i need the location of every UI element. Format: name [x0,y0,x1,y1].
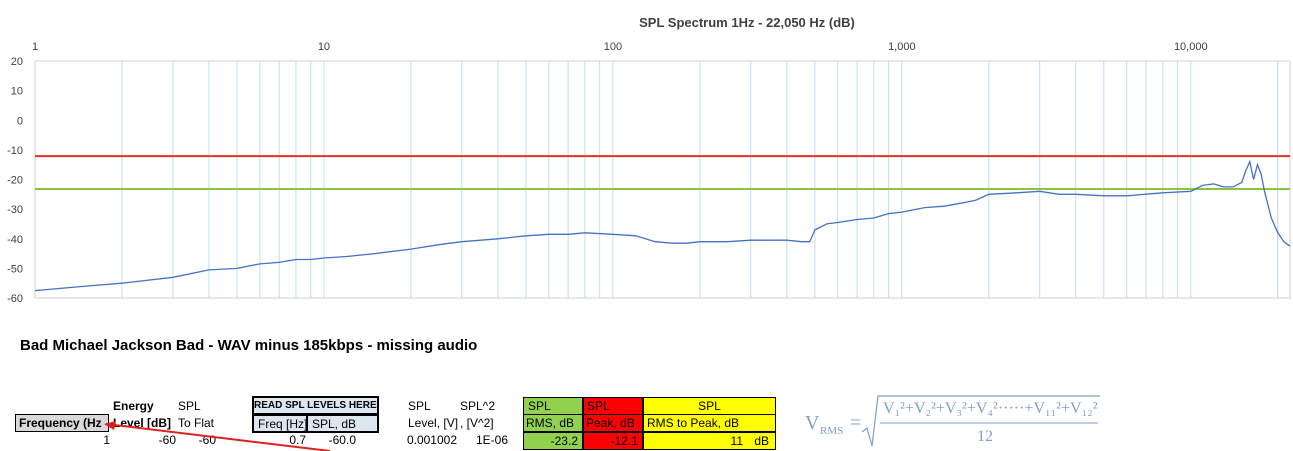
row1-v-squared[interactable]: 1E-06 [475,433,508,447]
x-tick-label: 100 [604,41,622,53]
y-tick-label: -60 [7,293,23,305]
row1-read-freq[interactable]: 0.7 [289,433,306,447]
y-tick-label: -30 [7,204,23,216]
formula-rms: RMS [820,425,844,437]
formula-v: V [805,412,820,434]
x-tick-label: 1 [32,41,38,53]
rms-formula: V RMS = V₁²+V₂²+V₃²+V₄²·····+V₁₁²+V₁₂² 1… [800,392,1100,448]
formula-denominator: 12 [977,428,993,445]
sheet-title: Bad Michael Jackson Bad - WAV minus 185k… [20,337,478,354]
rtp-unit: dB [754,434,769,448]
series-line [34,159,1291,292]
y-tick-label: -50 [7,263,23,275]
y-tick-label: -10 [7,145,23,157]
header-frequency: Frequency (Hz [15,414,109,432]
peak-value[interactable]: -12.1 [583,432,643,450]
row1-energy[interactable]: -60 [158,433,176,447]
red-arrow-line [105,423,331,451]
y-tick-label: 0 [17,115,23,127]
rtp-value: 11 [730,434,743,448]
header-spl-2: SPL [408,399,431,413]
header-energy: Energy [113,399,154,413]
x-tick-label: 1,000 [888,41,916,53]
header-spl-squared: SPL^2 [460,399,495,413]
chart-svg: SPL Spectrum 1Hz - 22,050 Hz (dB) 1 10 100… [7,15,1291,305]
peak-top-label: SPL [583,397,643,415]
header-v-squared: , [V^2] [460,416,494,430]
row1-frequency[interactable]: 1 [103,433,110,447]
x-tick-label: 10,000 [1174,41,1208,53]
header-level-v: Level, [V] [408,416,459,430]
plot-area-border [34,60,1291,299]
header-spl: SPL [178,399,201,413]
spl-spectrum-chart: SPL Spectrum 1Hz - 22,050 Hz (dB) 1 10 100… [7,15,1291,305]
rms-value[interactable]: -23.2 [523,432,583,450]
x-tick-label: 10 [318,41,330,53]
chart-series [34,159,1291,292]
y-axis-ticks: 20 10 0 -10 -20 -30 -40 -50 -60 [7,56,23,305]
header-to-flat: To Flat [178,416,215,430]
row1-read-spl[interactable]: -60.0 [328,433,356,447]
reference-lines [35,155,1290,190]
rms-top-label: SPL [523,397,583,415]
chart-gridlines [34,60,1291,299]
y-tick-label: 10 [11,86,23,98]
header-spl-db: SPL, dB [306,414,379,433]
rtp-value-cell[interactable]: 11 dB [643,432,776,450]
rtp-label: RMS to Peak, dB [643,414,776,432]
x-axis-ticks: 1 10 100 1,000 10,000 [32,41,1208,53]
red-arrow-head [104,421,116,430]
y-tick-label: -20 [7,175,23,187]
header-freq-hz: Freq [Hz] [252,414,308,433]
chart-title: SPL Spectrum 1Hz - 22,050 Hz (dB) [639,15,855,30]
y-tick-label: 20 [11,56,23,68]
formula-numerator: V₁²+V₂²+V₃²+V₄²·····+V₁₁²+V₁₂² [883,400,1098,417]
rms-label: RMS, dB [523,414,583,432]
formula-radical [861,395,1100,447]
y-tick-label: -40 [7,234,23,246]
formula-equals: = [850,412,862,434]
peak-label: Peak, dB [583,414,643,432]
row1-level-v[interactable]: 0.001002 [406,433,457,447]
